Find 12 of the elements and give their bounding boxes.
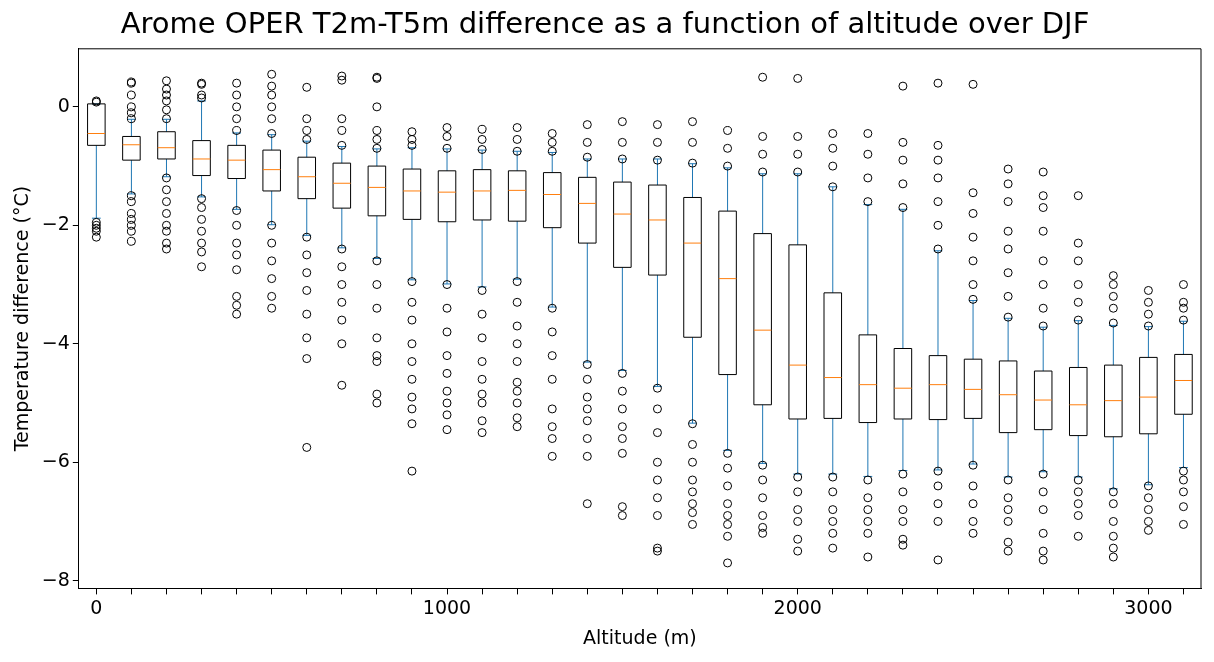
y-tick-label: −6	[41, 449, 70, 472]
x-tick-label: 0	[90, 595, 103, 618]
y-tick-label: −8	[41, 567, 70, 590]
x-tick-label: 2000	[773, 595, 822, 618]
y-axis-title: Temperature difference (°C)	[10, 185, 33, 453]
y-tick-label: −2	[41, 212, 70, 235]
chart-title: Arome OPER T2m-T5m difference as a function of altitude over DJF	[120, 5, 1090, 40]
x-tick-label: 3000	[1124, 595, 1173, 618]
x-tick-label: 1000	[422, 595, 472, 618]
y-tick-label: −4	[41, 330, 70, 353]
x-axis-title: Altitude (m)	[583, 625, 697, 648]
y-tick-label: 0	[57, 93, 70, 116]
